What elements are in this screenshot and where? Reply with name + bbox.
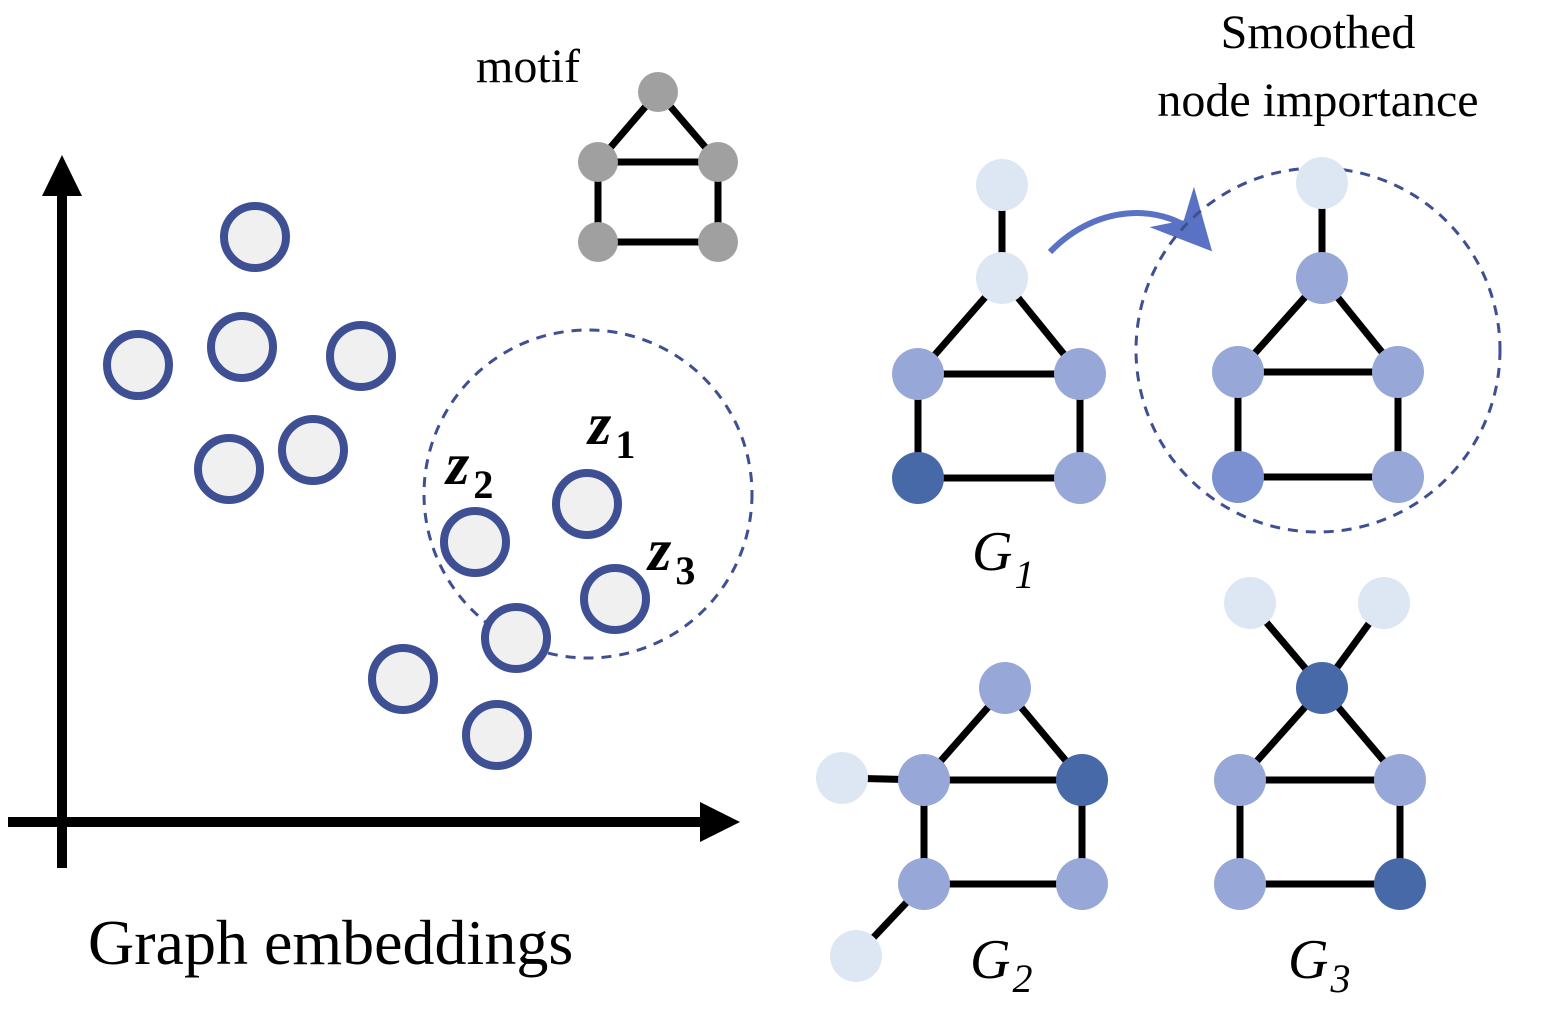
g3-node [1374, 754, 1426, 806]
graph-g1 [892, 159, 1106, 504]
g3-node [1214, 754, 1266, 806]
g1-node [1054, 452, 1106, 504]
x-axis-arrowhead [700, 802, 740, 842]
motif-node [578, 222, 618, 262]
smoothed-title-line1: Smoothed [1221, 6, 1416, 59]
smoothed-node [1296, 252, 1348, 304]
graph-g2 [816, 662, 1108, 982]
embedding-point [481, 603, 551, 673]
embedding-point [220, 202, 290, 272]
g2-node [898, 754, 950, 806]
motif-label: motif [476, 40, 580, 93]
g2-label: G2 [970, 929, 1032, 1001]
motif-graph [578, 72, 738, 262]
g2-node [898, 858, 950, 910]
embedding-point [194, 434, 264, 504]
g3-node [1214, 858, 1266, 910]
y-axis-arrowhead [42, 155, 82, 196]
g2-node [1056, 858, 1108, 910]
g2-node [1056, 754, 1108, 806]
smoothing-arrow [1047, 186, 1213, 255]
g1-node [892, 452, 944, 504]
smoothed-node [1296, 157, 1348, 209]
g3-node [1296, 662, 1348, 714]
embedding-point-z3 [580, 564, 650, 634]
g2-node [816, 752, 868, 804]
g1-label: G1 [972, 521, 1034, 597]
g2-node [979, 662, 1031, 714]
smoothed-node [1212, 346, 1264, 398]
smoothed-title-line2: node importance [1157, 74, 1478, 127]
smoothed-node [1212, 451, 1264, 503]
graph-smoothed [1212, 157, 1424, 503]
g1-node [976, 252, 1028, 304]
embedding-axes [8, 155, 740, 868]
g1-node [1054, 348, 1106, 400]
g1-node [892, 348, 944, 400]
g1-node [976, 159, 1028, 211]
motif-node [578, 142, 618, 182]
motif-node [698, 222, 738, 262]
smoothed-node [1372, 451, 1424, 503]
g3-node [1224, 577, 1276, 629]
embedding-point-z2 [440, 507, 510, 577]
smoothed-node [1372, 346, 1424, 398]
g2-node [830, 930, 882, 982]
embedding-point [207, 312, 277, 382]
embedding-point [278, 415, 348, 485]
g3-label: G3 [1288, 929, 1350, 1001]
motif-node [638, 72, 678, 112]
embeddings-caption: Graph embeddings [88, 907, 573, 978]
motif-node [698, 142, 738, 182]
cluster-dashed-circle [422, 328, 754, 660]
embedding-point [368, 644, 438, 714]
embedding-point [462, 700, 532, 770]
g3-node [1374, 858, 1426, 910]
embedding-point [326, 321, 396, 391]
embedding-point [103, 330, 173, 400]
smoothed-dashed-circle [1134, 166, 1502, 534]
embedding-points [103, 202, 650, 770]
graph-g3 [1214, 577, 1426, 910]
g3-node [1358, 577, 1410, 629]
embedding-point-z1 [552, 469, 622, 539]
